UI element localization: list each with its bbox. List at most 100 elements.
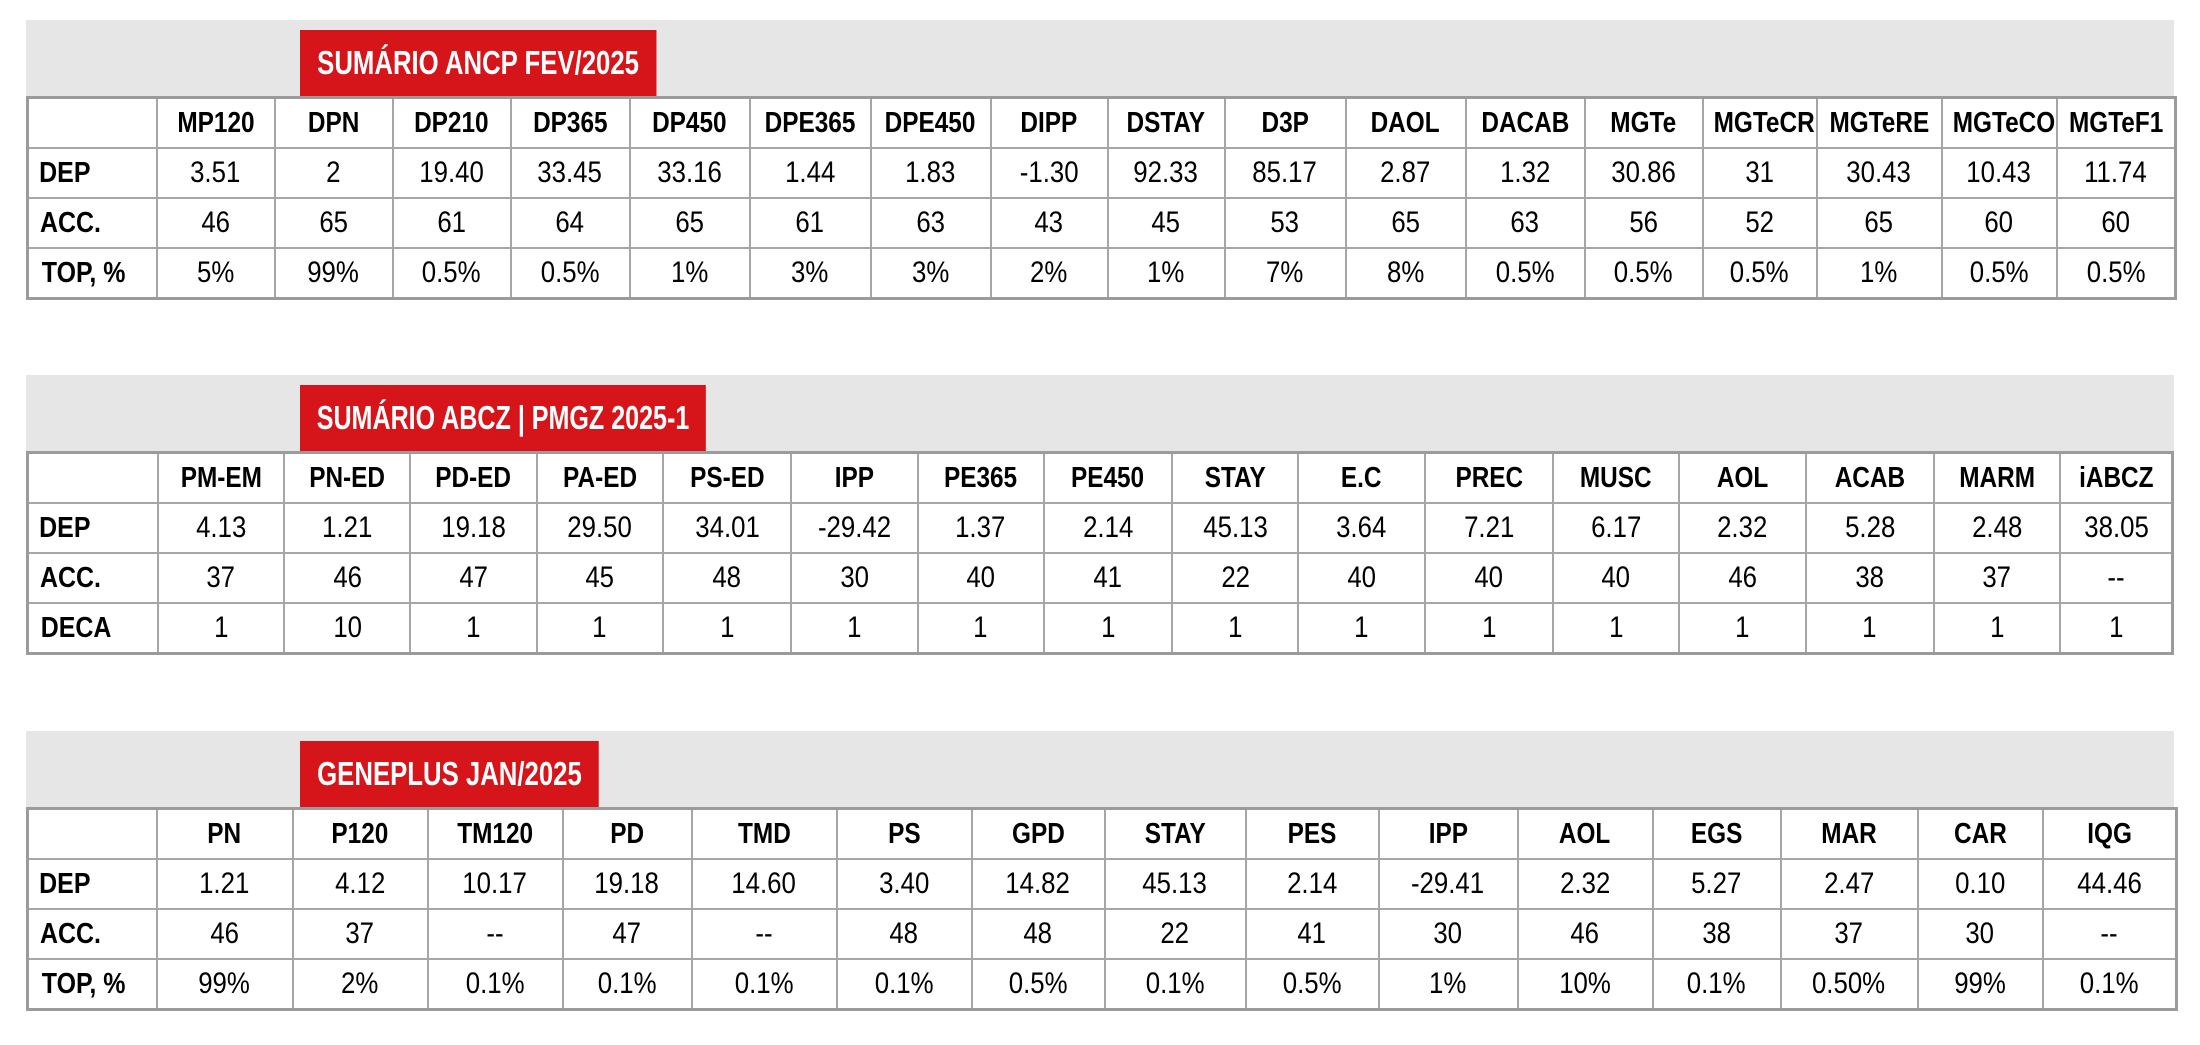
table-cell: 1.44 — [748, 147, 872, 199]
table-row: ACC. 37 46 47 45 48 30 40 41 22 40 40 40… — [26, 552, 2174, 604]
table-header-row: PM-EM PN-ED PD-ED PA-ED PS-ED IPP PE365 … — [26, 451, 2174, 504]
corner-cell — [26, 807, 158, 860]
column-header: PM-EM — [156, 451, 286, 504]
table-cell: 40 — [1552, 552, 1681, 604]
table-cell: 1.37 — [916, 502, 1045, 554]
column-header: MGTe — [1583, 96, 1704, 149]
table-cell: 1 — [916, 602, 1045, 655]
table-cell: 0.1% — [561, 958, 693, 1011]
table-cell: 47 — [561, 908, 693, 960]
row-label: ACC. — [26, 908, 158, 960]
table-cell: 33.45 — [509, 147, 631, 199]
table-cell: 40 — [916, 552, 1045, 604]
table-cell: 30.86 — [1583, 147, 1704, 199]
table-cell: 4.12 — [291, 858, 429, 910]
table-cell: 41 — [1244, 908, 1380, 960]
column-header: TM120 — [426, 807, 564, 860]
column-header: PN — [155, 807, 294, 860]
table-cell: 0.1% — [690, 958, 838, 1011]
table-cell: 1 — [409, 602, 538, 655]
summary-ancp-section: SUMÁRIO ANCP FEV/2025 MP120 DPN DP210 DP… — [26, 20, 2177, 300]
column-header: PD — [561, 807, 693, 860]
table-cell: 10.17 — [426, 858, 564, 910]
table-cell: 1% — [1106, 247, 1226, 300]
table-cell: 1.21 — [155, 858, 294, 910]
summary-table: PM-EM PN-ED PD-ED PA-ED PS-ED IPP PE365 … — [26, 451, 2174, 655]
table-cell: 0.5% — [391, 247, 512, 300]
column-header: PD-ED — [409, 451, 538, 504]
table-cell: 46 — [1516, 908, 1654, 960]
row-label: DECA — [26, 602, 159, 655]
table-cell: 1 — [156, 602, 286, 655]
table-cell: -- — [2059, 552, 2174, 604]
table-cell: 1 — [1552, 602, 1681, 655]
section-header-band: SUMÁRIO ANCP FEV/2025 — [26, 20, 2174, 96]
table-cell: 0.1% — [835, 958, 973, 1011]
table-row: TOP, % 5% 99% 0.5% 0.5% 1% 3% 3% 2% 1% 7… — [26, 247, 2177, 300]
table-row: TOP, % 99% 2% 0.1% 0.1% 0.1% 0.1% 0.5% 0… — [26, 958, 2178, 1011]
table-cell: 48 — [661, 552, 793, 604]
table-cell: 85.17 — [1223, 147, 1347, 199]
column-header: DPE365 — [748, 96, 872, 149]
column-header: iABCZ — [2059, 451, 2174, 504]
table-cell: 0.5% — [2055, 247, 2177, 300]
table-cell: 1 — [1932, 602, 2062, 655]
table-cell: 38 — [1804, 552, 1935, 604]
table-row: DEP 4.13 1.21 19.18 29.50 34.01 -29.42 1… — [26, 502, 2174, 554]
table-cell: 2.47 — [1779, 858, 1919, 910]
table-cell: 8% — [1344, 247, 1467, 300]
table-cell: 2.14 — [1244, 858, 1380, 910]
section-title: SUMÁRIO ABCZ | PMGZ 2025-1 — [300, 385, 707, 451]
table-cell: -29.42 — [790, 502, 919, 554]
column-header: MAR — [1779, 807, 1919, 860]
table-cell: 11.74 — [2055, 147, 2177, 199]
column-header: IPP — [1377, 807, 1519, 860]
column-header: EGS — [1651, 807, 1782, 860]
column-header: PS-ED — [661, 451, 793, 504]
table-cell: 63 — [1464, 197, 1586, 249]
column-header: PE450 — [1042, 451, 1174, 504]
table-cell: 0.5% — [1583, 247, 1704, 300]
table-cell: 3.64 — [1297, 502, 1426, 554]
table-cell: 65 — [273, 197, 394, 249]
summary-abcz-section: SUMÁRIO ABCZ | PMGZ 2025-1 PM-EM PN-ED P… — [26, 375, 2174, 655]
table-cell: 10 — [283, 602, 412, 655]
table-cell: 0.10 — [1916, 858, 2044, 910]
table-cell: 46 — [283, 552, 412, 604]
table-cell: 22 — [1103, 908, 1247, 960]
table-cell: 1% — [1815, 247, 1943, 300]
table-cell: 48 — [835, 908, 973, 960]
table-cell: 5.28 — [1804, 502, 1935, 554]
table-cell: 19.18 — [409, 502, 538, 554]
column-header: CAR — [1916, 807, 2044, 860]
summary-table: PN P120 TM120 PD TMD PS GPD STAY PES IPP… — [26, 807, 2178, 1011]
table-cell: 46 — [155, 908, 294, 960]
table-cell: 0.5% — [1244, 958, 1380, 1011]
column-header: MGTeCO — [1940, 96, 2058, 149]
table-row: ACC. 46 37 -- 47 -- 48 48 22 41 30 46 38… — [26, 908, 2178, 960]
table-cell: 53 — [1223, 197, 1347, 249]
row-label: TOP, % — [26, 958, 158, 1011]
table-cell: 65 — [628, 197, 751, 249]
table-cell: 38.05 — [2059, 502, 2174, 554]
table-cell: 5% — [155, 247, 276, 300]
row-label: DEP — [26, 502, 159, 554]
table-cell: 60 — [2055, 197, 2177, 249]
table-cell: 0.5% — [509, 247, 631, 300]
column-header: STAY — [1103, 807, 1247, 860]
table-cell: 0.1% — [1103, 958, 1247, 1011]
table-cell: 2% — [291, 958, 429, 1011]
table-cell: 43 — [989, 197, 1109, 249]
table-cell: 46 — [1678, 552, 1807, 604]
column-header: P120 — [291, 807, 429, 860]
table-cell: 45 — [535, 552, 664, 604]
table-cell: 4.13 — [156, 502, 286, 554]
table-cell: 0.1% — [426, 958, 564, 1011]
table-cell: 2 — [273, 147, 394, 199]
table-cell: 30 — [1377, 908, 1519, 960]
table-cell: 2.87 — [1344, 147, 1467, 199]
table-cell: 1.21 — [283, 502, 412, 554]
row-label: DEP — [26, 147, 158, 199]
section-title: SUMÁRIO ANCP FEV/2025 — [300, 30, 657, 96]
table-cell: 6.17 — [1552, 502, 1681, 554]
